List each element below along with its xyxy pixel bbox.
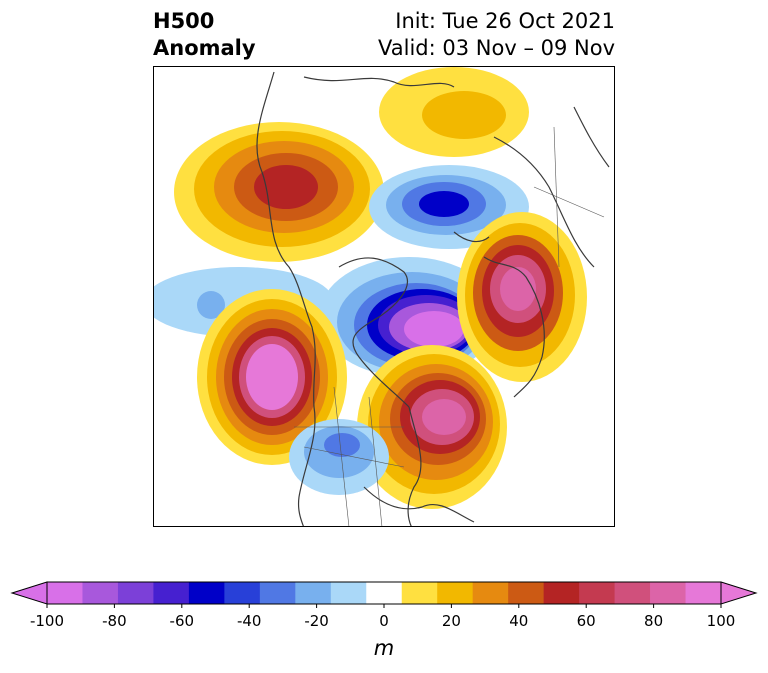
anomaly-alaska-ridge (174, 122, 384, 262)
colorbar-tick-label: -20 (304, 612, 329, 630)
political-borders (294, 126, 605, 526)
coastlines (256, 71, 610, 526)
colorbar-over-arrow (720, 581, 758, 605)
colorbar-bin (685, 582, 722, 604)
colorbar-bin (650, 582, 687, 604)
init-date: Init: Tue 26 Oct 2021 (395, 9, 615, 33)
anomaly-greenland-trough (319, 257, 499, 377)
valid-date: Valid: 03 Nov – 09 Nov (378, 36, 615, 60)
anomaly-eastern-na-ridge (357, 345, 507, 509)
anomaly-southwest-trough (289, 419, 389, 495)
title-line1: H500 (153, 9, 215, 33)
colorbar-bin (508, 582, 545, 604)
title-line2: Anomaly (153, 36, 256, 60)
colorbar-tick-label: 40 (509, 612, 529, 630)
date-block: Init: Tue 26 Oct 2021 Valid: 03 Nov – 09… (378, 8, 615, 62)
anomaly-scandinavia-ridge (457, 212, 587, 382)
anomaly-map (153, 66, 615, 527)
colorbar-bin (366, 582, 403, 604)
colorbar-tick-label: -40 (236, 612, 262, 630)
colorbar-tick-label: 0 (379, 612, 389, 630)
colorbar-bin (614, 582, 651, 604)
colorbar-unit: m (373, 636, 395, 660)
colorbar-bin (472, 582, 509, 604)
map-canvas (154, 67, 610, 526)
title-block: H500 Anomaly (153, 8, 256, 62)
colorbar-bin (401, 582, 438, 604)
colorbar-bin (153, 582, 190, 604)
anomaly-siberia-ridge (379, 67, 529, 157)
colorbar-tick-label: -100 (29, 612, 65, 630)
colorbar-bin (579, 582, 616, 604)
colorbar (10, 581, 758, 608)
colorbar-bin (224, 582, 261, 604)
colorbar-tick-label: 80 (644, 612, 664, 630)
colorbar-tick-label: 60 (576, 612, 596, 630)
anomaly-ne-pacific-ridge (197, 289, 347, 465)
colorbar-tick-label: -80 (102, 612, 127, 630)
colorbar-bin (188, 582, 225, 604)
colorbar-bin (295, 582, 332, 604)
colorbar-tick-label: -60 (169, 612, 195, 630)
colorbar-bin (47, 582, 84, 604)
colorbar-bin (330, 582, 367, 604)
colorbar-bin (543, 582, 580, 604)
colorbar-bin (117, 582, 155, 604)
colorbar-tick-label: 20 (441, 612, 461, 630)
colorbar-bin (259, 582, 296, 604)
colorbar-under-arrow (10, 581, 48, 605)
colorbar-bin (82, 582, 119, 604)
colorbar-bin (437, 582, 474, 604)
colorbar-tick-label: 100 (706, 612, 736, 630)
